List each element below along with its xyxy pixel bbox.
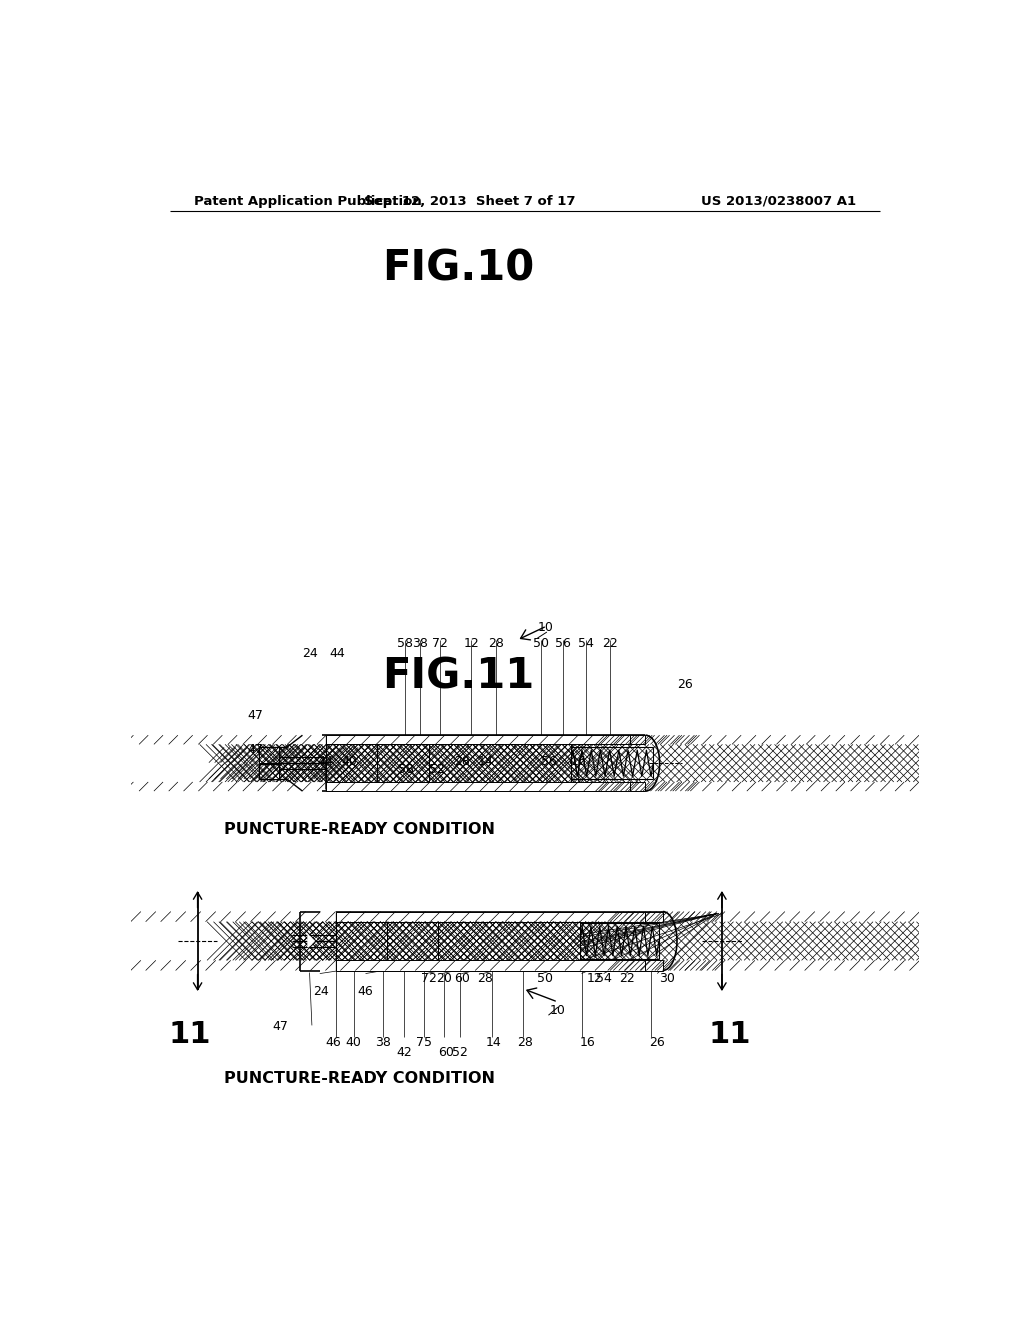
Bar — [326, 744, 378, 781]
Text: 24: 24 — [302, 647, 318, 660]
Text: 50: 50 — [537, 972, 553, 985]
Bar — [645, 961, 663, 970]
Text: 14: 14 — [485, 1036, 501, 1049]
Bar — [259, 764, 279, 779]
Text: 47: 47 — [272, 1020, 289, 1034]
Text: 56: 56 — [541, 755, 556, 768]
Text: 28: 28 — [487, 636, 504, 649]
Text: 30: 30 — [658, 972, 675, 985]
Text: Patent Application Publication: Patent Application Publication — [194, 194, 422, 207]
Bar — [326, 781, 643, 791]
Text: 26: 26 — [649, 1036, 666, 1049]
Text: 26: 26 — [677, 678, 693, 692]
Text: 10: 10 — [539, 622, 554, 635]
Text: 72: 72 — [421, 972, 436, 985]
Bar — [336, 912, 655, 921]
Text: 40: 40 — [346, 1036, 361, 1049]
Bar — [387, 921, 438, 961]
Text: 75: 75 — [416, 1036, 432, 1049]
Text: 47: 47 — [247, 743, 263, 756]
Bar — [429, 744, 570, 781]
Text: 11: 11 — [709, 1020, 751, 1049]
Bar — [387, 921, 438, 961]
Text: 58: 58 — [397, 763, 414, 776]
Bar — [645, 912, 663, 921]
Bar — [630, 781, 645, 791]
Text: Sep. 12, 2013  Sheet 7 of 17: Sep. 12, 2013 Sheet 7 of 17 — [364, 194, 575, 207]
Text: 52: 52 — [453, 1047, 468, 1060]
Text: 11: 11 — [168, 1020, 211, 1049]
Text: 54: 54 — [597, 972, 612, 985]
Text: 12: 12 — [587, 972, 602, 985]
Text: 38: 38 — [375, 1036, 391, 1049]
Bar — [438, 921, 580, 961]
Text: PUNCTURE-READY CONDITION: PUNCTURE-READY CONDITION — [223, 822, 495, 837]
Bar — [326, 744, 378, 781]
Text: 20: 20 — [435, 972, 452, 985]
Text: 22: 22 — [602, 636, 617, 649]
Text: 47: 47 — [247, 709, 263, 722]
Bar — [630, 735, 645, 744]
Text: 60: 60 — [438, 1047, 454, 1060]
Text: 46: 46 — [357, 985, 374, 998]
Text: 12: 12 — [463, 636, 479, 649]
Text: 22: 22 — [620, 972, 635, 985]
Text: 16: 16 — [580, 1036, 596, 1049]
Text: PUNCTURE-READY CONDITION: PUNCTURE-READY CONDITION — [223, 1071, 495, 1086]
Bar — [429, 744, 570, 781]
Text: 72: 72 — [432, 636, 449, 649]
Text: 46: 46 — [326, 1036, 341, 1049]
Polygon shape — [308, 935, 314, 948]
Text: 40: 40 — [341, 755, 357, 768]
Text: 16: 16 — [570, 755, 587, 768]
Text: FIG.11: FIG.11 — [382, 656, 534, 698]
Text: 60: 60 — [455, 972, 470, 985]
Text: 28: 28 — [454, 755, 470, 768]
Text: 14: 14 — [477, 755, 494, 768]
Text: 28: 28 — [517, 1036, 532, 1049]
Bar — [378, 744, 429, 781]
Text: 52: 52 — [429, 763, 444, 776]
Bar — [336, 921, 387, 961]
Text: 50: 50 — [532, 636, 549, 649]
Bar — [326, 735, 643, 744]
Text: 24: 24 — [312, 985, 329, 998]
Text: 44: 44 — [317, 755, 333, 768]
Text: 44: 44 — [330, 647, 345, 660]
Text: 38: 38 — [412, 636, 428, 649]
Text: 56: 56 — [555, 636, 571, 649]
Text: 54: 54 — [578, 636, 594, 649]
Text: US 2013/0238007 A1: US 2013/0238007 A1 — [700, 194, 856, 207]
Text: 42: 42 — [396, 1047, 412, 1060]
Text: 58: 58 — [397, 636, 413, 649]
Text: 28: 28 — [477, 972, 494, 985]
Text: FIG.10: FIG.10 — [382, 247, 534, 289]
Bar — [438, 921, 580, 961]
Bar — [259, 747, 279, 763]
Text: 10: 10 — [550, 1003, 566, 1016]
Bar — [378, 744, 429, 781]
Bar — [336, 961, 655, 970]
Bar — [336, 921, 387, 961]
